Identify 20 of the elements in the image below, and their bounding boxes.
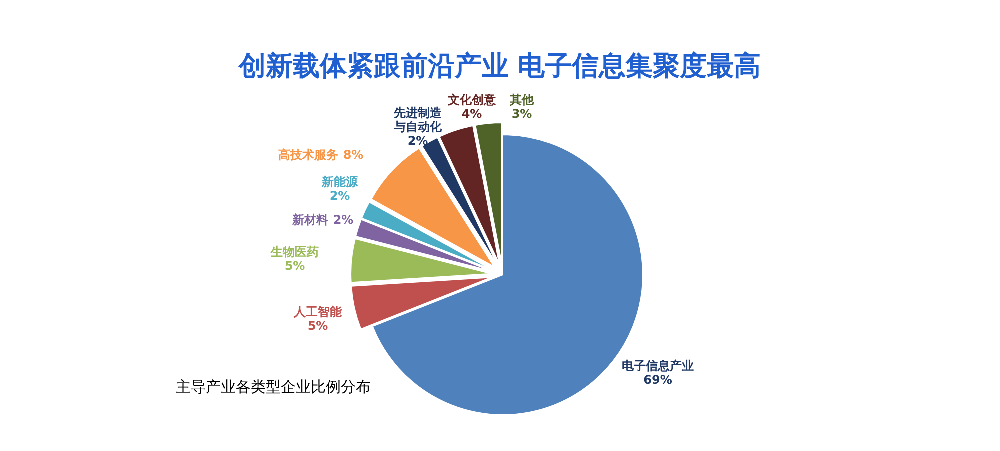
slice-label: 人工智能 [293,305,343,320]
slice-label: 高技术服务 [278,148,338,162]
slice-label: 电子信息产业 [622,359,694,374]
slice-label: 新能源 [321,175,359,190]
data-label: 8% [343,148,364,162]
data-label: 4% [462,107,482,122]
data-label: 2% [333,213,354,228]
data-label: 3% [512,107,532,122]
data-label: 5% [308,319,328,334]
data-label: 5% [284,259,306,274]
chart-title: 创新载体紧跟前沿产业 电子信息集聚度最高 [238,50,762,84]
data-label: 2% [408,134,428,148]
slice-label: 其他 [509,93,535,108]
slice-label: 先进制造与自动化 [393,106,443,134]
data-label: 2% [330,189,350,204]
slice-label: 文化创意 [447,93,497,108]
slice-label: 新材料 [291,213,328,228]
data-label: 69% [644,373,672,388]
text: 主导产业各类型企业比例分布 [176,378,371,397]
slice-label: 生物医药 [270,245,319,260]
